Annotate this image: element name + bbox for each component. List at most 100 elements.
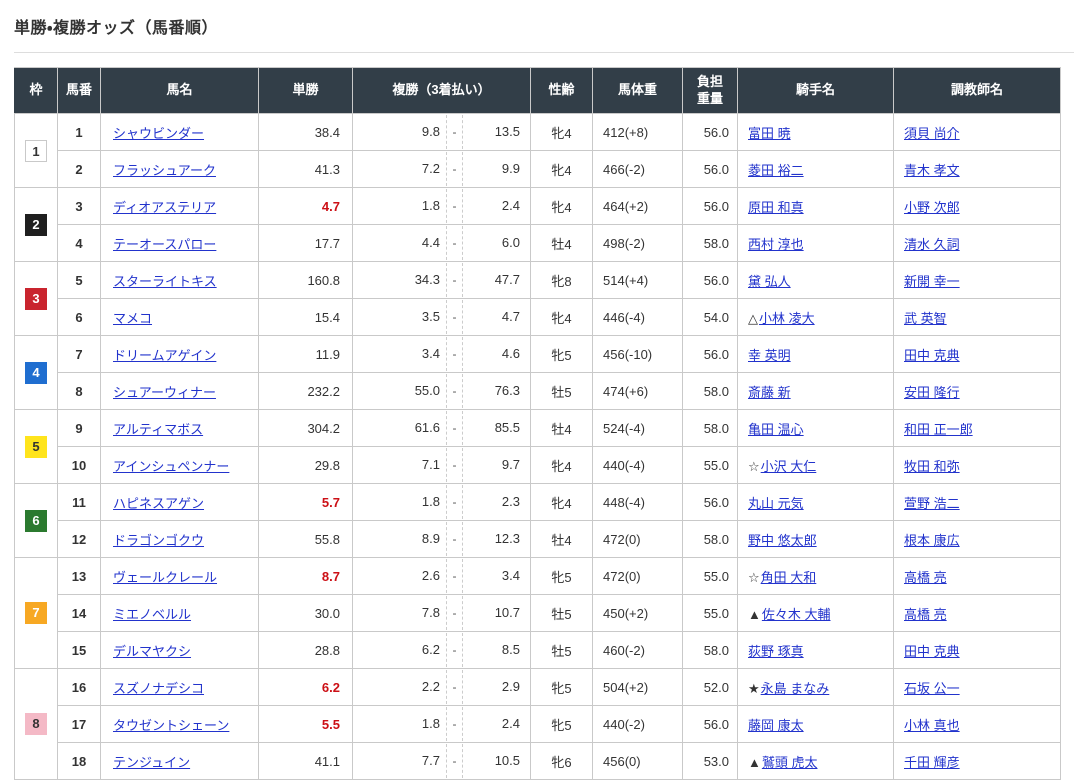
- jockey-link[interactable]: 斎藤 新: [748, 384, 791, 400]
- jockey-link[interactable]: 黛 弘人: [748, 273, 791, 289]
- horse-name-link[interactable]: スズノナデシコ: [113, 680, 205, 696]
- horse-number: 1: [57, 113, 101, 151]
- trainer-link[interactable]: 安田 隆行: [904, 384, 960, 400]
- place-odds-high: 3.4: [501, 568, 520, 583]
- trainer-link[interactable]: 新開 幸一: [904, 273, 960, 289]
- apprentice-mark: ▲: [748, 606, 761, 622]
- horse-weight: 450(+2): [592, 594, 683, 632]
- place-odds-range: 7.8- 10.7: [353, 596, 530, 630]
- place-odds-range: 9.8- 13.5: [353, 115, 530, 149]
- trainer-link[interactable]: 田中 克典: [904, 347, 960, 363]
- trainer-link[interactable]: 小林 真也: [904, 717, 960, 733]
- frame-badge: 2: [25, 213, 47, 236]
- carried-weight: 55.0: [682, 557, 738, 595]
- jockey-link[interactable]: 荻野 琢真: [748, 643, 804, 659]
- horse-name-link[interactable]: タウゼントシェーン: [113, 717, 230, 733]
- place-odds-separator: -: [446, 485, 463, 519]
- trainer-link[interactable]: 青木 孝文: [904, 162, 960, 178]
- horse-name-link[interactable]: ハピネスアゲン: [113, 495, 205, 511]
- place-odds-range: 34.3- 47.7: [353, 263, 530, 297]
- horse-row: 4 7 ドリームアゲイン 11.9 3.4- 4.6 牝5 456(-10) 56.0 幸 英明 田…: [14, 335, 1061, 410]
- trainer-link[interactable]: 牧田 和弥: [904, 458, 960, 474]
- jockey-link[interactable]: 小林 凌大: [759, 310, 815, 326]
- horse-weight: 460(-2): [592, 631, 683, 669]
- horse-name-link[interactable]: テーオースパロー: [113, 236, 217, 252]
- frame-cell: 5: [14, 409, 58, 484]
- jockey-link[interactable]: 幸 英明: [748, 347, 791, 363]
- frame-cell: 7: [14, 557, 58, 669]
- win-odds: 304.2: [258, 409, 353, 447]
- place-odds: 1.8- 2.4: [352, 187, 531, 225]
- place-odds-high: 4.6: [501, 346, 520, 361]
- trainer-link[interactable]: 須貝 尚介: [904, 125, 960, 141]
- header-frame: 枠: [14, 67, 58, 114]
- horse-name-link[interactable]: アルティマボス: [113, 421, 204, 437]
- horse-name-link[interactable]: マメコ: [113, 310, 153, 326]
- trainer-link[interactable]: 高橋 亮: [904, 606, 947, 622]
- place-odds: 2.2- 2.9: [352, 668, 531, 706]
- jockey-link[interactable]: 佐々木 大輔: [761, 606, 831, 622]
- horse-name-link[interactable]: ヴェールクレール: [113, 569, 218, 585]
- sex-age: 牝6: [530, 742, 593, 780]
- frame-cell: 3: [14, 261, 58, 336]
- trainer-link[interactable]: 千田 輝彦: [904, 754, 960, 770]
- trainer: 牧田 和弥: [893, 446, 1061, 484]
- horse-name-link[interactable]: ドラゴンゴクウ: [113, 532, 205, 548]
- horse-name-link[interactable]: アインシュペンナー: [113, 458, 230, 474]
- place-odds: 34.3- 47.7: [352, 261, 531, 299]
- place-odds-low: 3.4: [421, 346, 440, 361]
- trainer-link[interactable]: 石坂 公一: [904, 680, 960, 696]
- trainer-link[interactable]: 清水 久詞: [904, 236, 960, 252]
- horse-name-link[interactable]: シュアーウィナー: [113, 384, 216, 400]
- jockey-link[interactable]: 藤岡 康太: [748, 717, 804, 733]
- trainer-link[interactable]: 小野 次郎: [904, 199, 960, 215]
- jockey-link[interactable]: 鷲頭 虎太: [761, 754, 818, 770]
- jockey-link[interactable]: 富田 暁: [748, 125, 791, 141]
- win-odds: 28.8: [258, 631, 353, 669]
- trainer-link[interactable]: 田中 克典: [904, 643, 960, 659]
- horse-name: フラッシュアーク: [100, 150, 259, 188]
- horse-name-link[interactable]: フラッシュアーク: [113, 162, 216, 178]
- horse-name-link[interactable]: デルマヤクシ: [113, 643, 192, 659]
- trainer-link[interactable]: 根本 康広: [904, 532, 960, 548]
- horse-number: 5: [57, 261, 101, 299]
- horse-name-link[interactable]: ミエノベルル: [113, 606, 192, 622]
- jockey-link[interactable]: 小沢 大仁: [760, 458, 817, 474]
- place-odds-range: 4.4- 6.0: [353, 226, 530, 260]
- jockey: 富田 暁: [737, 113, 894, 151]
- jockey-link[interactable]: 角田 大和: [760, 569, 817, 585]
- horse-number: 6: [57, 298, 101, 336]
- horse-name-link[interactable]: シャウビンダー: [113, 125, 205, 141]
- jockey-link[interactable]: 西村 淳也: [748, 236, 804, 252]
- trainer-link[interactable]: 萱野 浩二: [904, 495, 960, 511]
- place-odds-range: 55.0- 76.3: [353, 374, 530, 408]
- trainer: 新開 幸一: [893, 261, 1061, 299]
- trainer: 小野 次郎: [893, 187, 1061, 225]
- horse-name-link[interactable]: ドリームアゲイン: [113, 347, 217, 363]
- horse-name-link[interactable]: ディオアステリア: [113, 199, 217, 215]
- jockey-link[interactable]: 永島 まなみ: [760, 680, 830, 696]
- horse-name: スターライトキス: [100, 261, 259, 299]
- jockey-link[interactable]: 丸山 元気: [748, 495, 804, 511]
- trainer-link[interactable]: 武 英智: [904, 310, 947, 326]
- jockey-link[interactable]: 亀田 温心: [748, 421, 804, 437]
- horse-row: 3 5 スターライトキス 160.8 34.3- 47.7 牝8 514(+4) 56.0 黛 弘…: [14, 261, 1061, 336]
- place-odds-separator: -: [446, 263, 463, 297]
- jockey: 野中 悠太郎: [737, 520, 894, 558]
- trainer-link[interactable]: 高橋 亮: [904, 569, 947, 585]
- horse-number: 10: [57, 446, 101, 484]
- sex-age: 牡5: [530, 631, 593, 669]
- trainer: 安田 隆行: [893, 372, 1061, 410]
- horse-name-link[interactable]: テンジュイン: [113, 754, 191, 770]
- horse-name-link[interactable]: スターライトキス: [113, 273, 217, 289]
- jockey-link[interactable]: 野中 悠太郎: [748, 532, 817, 548]
- carried-weight: 55.0: [682, 446, 738, 484]
- jockey-link[interactable]: 菱田 裕二: [748, 162, 804, 178]
- jockey-link[interactable]: 原田 和真: [748, 199, 804, 215]
- trainer-link[interactable]: 和田 正一郎: [904, 421, 973, 437]
- place-odds-high: 10.7: [494, 605, 520, 620]
- place-odds-high: 2.9: [501, 679, 520, 694]
- horse-name: テーオースパロー: [100, 224, 259, 262]
- carried-weight: 56.0: [682, 150, 738, 188]
